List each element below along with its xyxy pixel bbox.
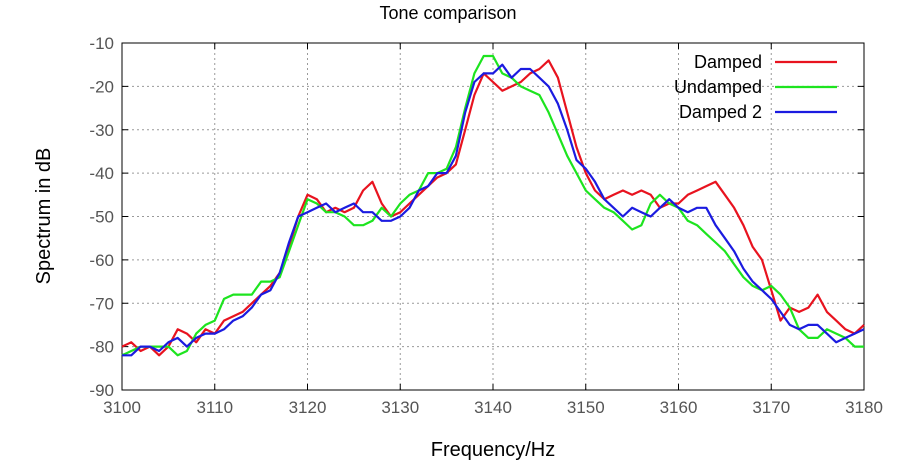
y-axis-label: Spectrum in dB — [33, 148, 55, 285]
y-tick-label: -40 — [89, 164, 114, 183]
legend-label-damped: Damped — [694, 52, 762, 72]
x-axis-label: Frequency/Hz — [431, 439, 556, 461]
x-tick-label: 3130 — [381, 398, 419, 417]
y-tick-label: -60 — [89, 251, 114, 270]
y-tick-label: -50 — [89, 208, 114, 227]
x-tick-label: 3110 — [196, 398, 233, 417]
series-line-damped — [121, 59, 865, 357]
x-tick-label: 3180 — [845, 398, 883, 417]
x-tick-label: 3170 — [752, 398, 790, 417]
y-tick-label: -70 — [89, 294, 114, 313]
y-tick-label: -90 — [89, 381, 114, 400]
chart-title: Tone comparison — [379, 3, 516, 23]
legend-label-damped-2: Damped 2 — [679, 102, 762, 122]
x-tick-label: 3100 — [103, 398, 141, 417]
series-line-damped-2 — [122, 63, 865, 357]
y-tick-label: -80 — [89, 338, 114, 357]
x-tick-label: 3120 — [289, 398, 327, 417]
y-tick-label: -10 — [89, 34, 114, 53]
y-tick-label: -30 — [89, 121, 114, 140]
y-tick-label: -20 — [89, 77, 114, 96]
legend-label-undamped: Undamped — [674, 77, 762, 97]
grid — [122, 43, 864, 390]
legend: Damped Undamped Damped 2 — [674, 52, 837, 122]
x-tick-label: 3140 — [474, 398, 512, 417]
series-line-undamped — [121, 54, 864, 357]
series-lines — [121, 54, 865, 357]
axis-ticks: 3100 3110 3120 3130 3140 3150 3160 3170 3180 -10 -… — [89, 34, 882, 417]
x-tick-label: 3150 — [567, 398, 605, 417]
x-tick-label: 3160 — [660, 398, 698, 417]
